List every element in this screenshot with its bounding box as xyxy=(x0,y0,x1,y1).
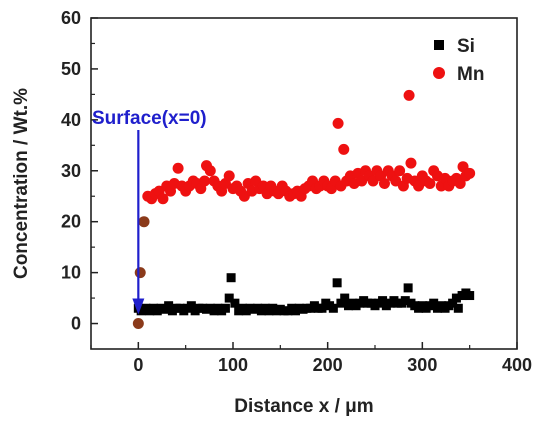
y-tick-label: 10 xyxy=(61,263,81,283)
si-point xyxy=(220,303,230,313)
ticks-layer: 0 100 200 300 400 0 10 20 30 40 50 60 xyxy=(61,8,532,375)
surface-annotation: Surface(x=0) xyxy=(92,108,207,315)
si-point xyxy=(340,293,350,303)
mn-point xyxy=(464,167,476,179)
y-tick-label: 50 xyxy=(61,59,81,79)
x-tick-label: 0 xyxy=(133,355,143,375)
si-point xyxy=(400,296,410,306)
si-point xyxy=(453,303,463,313)
mn-near-surface-point xyxy=(132,318,144,330)
mn-point xyxy=(405,157,417,169)
x-tick-label: 400 xyxy=(502,355,532,375)
si-point xyxy=(448,298,458,308)
legend: Si Mn xyxy=(433,36,484,85)
mn-point xyxy=(204,165,216,177)
y-tick-label: 30 xyxy=(61,161,81,181)
y-tick-label: 0 xyxy=(71,314,81,334)
mn-point xyxy=(394,165,406,177)
x-axis-label: Distance x / μm xyxy=(234,396,373,417)
plot-frame xyxy=(90,17,518,350)
mn-point xyxy=(157,193,169,205)
legend-si-label: Si xyxy=(457,36,475,57)
si-point xyxy=(451,293,461,303)
mn-point xyxy=(403,89,415,101)
si-point xyxy=(164,301,174,311)
mn-point xyxy=(378,178,390,189)
mn-near-surface-point xyxy=(134,267,146,279)
mn-point xyxy=(223,170,235,182)
mn-point xyxy=(172,162,184,174)
si-point xyxy=(403,283,413,293)
x-tick-label: 100 xyxy=(218,355,248,375)
si-point xyxy=(317,303,327,313)
y-axis-label: Concentration / Wt.% xyxy=(11,88,32,279)
legend-si-marker xyxy=(434,40,444,50)
si-point xyxy=(226,273,236,283)
si-point xyxy=(336,298,346,308)
surface-annotation-text: Surface(x=0) xyxy=(92,108,207,129)
si-point xyxy=(136,306,146,316)
legend-mn-marker xyxy=(433,67,445,79)
mn-point xyxy=(338,143,350,155)
legend-mn-label: Mn xyxy=(457,64,484,85)
marks-layer xyxy=(132,89,476,330)
mn-point xyxy=(424,178,436,189)
si-point xyxy=(332,278,342,288)
si-point xyxy=(378,296,388,306)
si-point xyxy=(465,291,475,301)
x-tick-label: 300 xyxy=(407,355,437,375)
mn-point xyxy=(332,117,344,129)
surface-arrow-head xyxy=(132,298,145,315)
si-point xyxy=(429,298,439,308)
y-tick-label: 60 xyxy=(61,8,81,28)
y-tick-label: 20 xyxy=(61,212,81,232)
mn-near-surface-point xyxy=(138,216,150,228)
x-tick-label: 200 xyxy=(313,355,343,375)
si-point xyxy=(328,303,338,313)
mn-point xyxy=(454,178,466,189)
si-point xyxy=(224,293,234,303)
mn-point xyxy=(199,175,211,187)
si-point xyxy=(186,301,196,311)
y-tick-label: 40 xyxy=(61,110,81,130)
si-point xyxy=(230,298,240,308)
